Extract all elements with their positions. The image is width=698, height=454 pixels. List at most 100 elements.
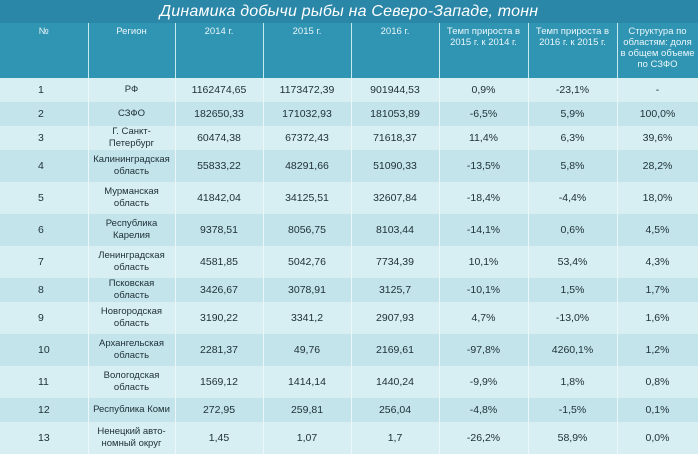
value-2015: 3341,2 (263, 302, 352, 334)
region-name: Новгородская область (88, 302, 176, 334)
region-name: РФ (88, 78, 176, 102)
growth-2016: -1,5% (528, 398, 618, 422)
row-number: 4 (0, 150, 89, 182)
value-2016: 7734,39 (351, 246, 440, 278)
row-number: 12 (0, 398, 89, 422)
table-row: 9 Новгородская область 3190,22 3341,2 2907,9… (0, 302, 698, 334)
growth-2015: -97,8% (439, 334, 529, 366)
value-2015: 171032,93 (263, 102, 352, 126)
share-szfo: 39,6% (617, 126, 698, 150)
value-2014: 1569,12 (175, 366, 264, 398)
value-2016: 2169,61 (351, 334, 440, 366)
value-2014: 272,95 (175, 398, 264, 422)
value-2016: 256,04 (351, 398, 440, 422)
value-2016: 1440,24 (351, 366, 440, 398)
value-2014: 1162474,65 (175, 78, 264, 102)
growth-2015: -18,4% (439, 182, 529, 214)
value-2016: 901944,53 (351, 78, 440, 102)
row-number: 10 (0, 334, 89, 366)
region-name: Республика Коми (88, 398, 176, 422)
growth-2015: -9,9% (439, 366, 529, 398)
table-row: 10 Архангельская область 2281,37 49,76 2169,… (0, 334, 698, 366)
region-name: СЗФО (88, 102, 176, 126)
header-2015: 2015 г. (263, 23, 352, 78)
share-szfo: 1,2% (617, 334, 698, 366)
row-number: 11 (0, 366, 89, 398)
region-name: Вологодская область (88, 366, 176, 398)
share-szfo: 100,0% (617, 102, 698, 126)
header-row: № Регион 2014 г. 2015 г. 2016 г. Темп пр… (0, 23, 698, 78)
region-name: Мурманская область (88, 182, 176, 214)
value-2015: 1173472,39 (263, 78, 352, 102)
row-number: 3 (0, 126, 89, 150)
value-2016: 71618,37 (351, 126, 440, 150)
table-row: 2 СЗФО 182650,33 171032,93 181053,89 -6,5% 5,9… (0, 102, 698, 126)
growth-2015: -13,5% (439, 150, 529, 182)
header-number: № (0, 23, 89, 78)
value-2014: 182650,33 (175, 102, 264, 126)
value-2016: 181053,89 (351, 102, 440, 126)
growth-2016: 4260,1% (528, 334, 618, 366)
value-2016: 2907,93 (351, 302, 440, 334)
region-name: Псковская область (88, 278, 176, 302)
value-2015: 49,76 (263, 334, 352, 366)
row-number: 8 (0, 278, 89, 302)
row-number: 1 (0, 78, 89, 102)
value-2014: 2281,37 (175, 334, 264, 366)
table-row: 4 Калининградская область 55833,22 48291,66… (0, 150, 698, 182)
value-2014: 41842,04 (175, 182, 264, 214)
row-number: 7 (0, 246, 89, 278)
share-szfo: 1,7% (617, 278, 698, 302)
region-name: Республика Карелия (88, 214, 176, 246)
growth-2016: 53,4% (528, 246, 618, 278)
growth-2015: 10,1% (439, 246, 529, 278)
growth-2016: 1,8% (528, 366, 618, 398)
value-2015: 8056,75 (263, 214, 352, 246)
share-szfo: - (617, 78, 698, 102)
table-row: 8 Псковская область 3426,67 3078,91 3125,7 -1… (0, 278, 698, 302)
growth-2016: 5,8% (528, 150, 618, 182)
value-2014: 55833,22 (175, 150, 264, 182)
growth-2015: 11,4% (439, 126, 529, 150)
growth-2016: 0,6% (528, 214, 618, 246)
value-2016: 51090,33 (351, 150, 440, 182)
fish-production-table: № Регион 2014 г. 2015 г. 2016 г. Темп пр… (0, 23, 698, 454)
region-name: Калининградская область (88, 150, 176, 182)
growth-2016: -4,4% (528, 182, 618, 214)
share-szfo: 28,2% (617, 150, 698, 182)
region-name: Г. Санкт-Петербург (88, 126, 176, 150)
value-2015: 1414,14 (263, 366, 352, 398)
growth-2016: -23,1% (528, 78, 618, 102)
share-szfo: 4,3% (617, 246, 698, 278)
table-row: 1 РФ 1162474,65 1173472,39 901944,53 0,9% -23,… (0, 78, 698, 102)
growth-2015: -26,2% (439, 422, 529, 454)
table-row: 12 Республика Коми 272,95 259,81 256,04 -4,8%… (0, 398, 698, 422)
growth-2015: -10,1% (439, 278, 529, 302)
header-growth-2016: Темп прироста в 2016 г. к 2015 г. (528, 23, 618, 78)
value-2015: 34125,51 (263, 182, 352, 214)
share-szfo: 4,5% (617, 214, 698, 246)
region-name: Ненецкий авто-номный округ (88, 422, 176, 454)
growth-2016: 58,9% (528, 422, 618, 454)
growth-2015: 4,7% (439, 302, 529, 334)
row-number: 5 (0, 182, 89, 214)
value-2014: 60474,38 (175, 126, 264, 150)
share-szfo: 1,6% (617, 302, 698, 334)
growth-2016: 1,5% (528, 278, 618, 302)
value-2015: 48291,66 (263, 150, 352, 182)
growth-2015: -4,8% (439, 398, 529, 422)
value-2014: 4581,85 (175, 246, 264, 278)
growth-2016: -13,0% (528, 302, 618, 334)
growth-2016: 5,9% (528, 102, 618, 126)
value-2016: 8103,44 (351, 214, 440, 246)
value-2015: 1,07 (263, 422, 352, 454)
value-2016: 32607,84 (351, 182, 440, 214)
table-title: Динамика добычи рыбы на Северо-Западе, т… (0, 0, 698, 23)
header-2014: 2014 г. (175, 23, 264, 78)
value-2016: 3125,7 (351, 278, 440, 302)
share-szfo: 0,0% (617, 422, 698, 454)
header-structure: Структура по областям: доля в общем объе… (617, 23, 698, 78)
row-number: 13 (0, 422, 89, 454)
header-2016: 2016 г. (351, 23, 440, 78)
